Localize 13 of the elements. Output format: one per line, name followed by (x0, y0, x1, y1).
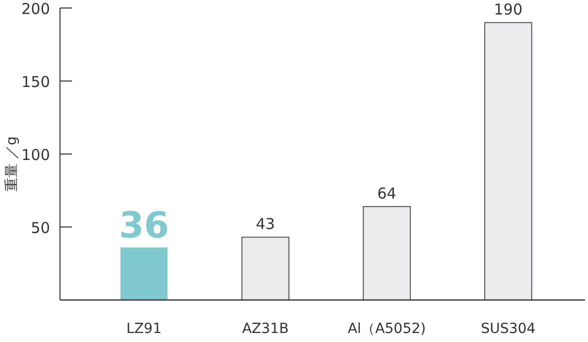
x-tick-label: Al（A5052) (348, 321, 426, 337)
data-label: 43 (256, 215, 275, 234)
y-axis-title: 重量 ／g (4, 136, 20, 192)
x-tick-label: SUS304 (480, 321, 536, 337)
x-tick-label: AZ31B (242, 321, 289, 337)
data-label: 190 (494, 0, 523, 19)
x-tick-label: LZ91 (126, 321, 162, 337)
data-label: 64 (377, 184, 396, 203)
y-tick-label: 50 (30, 219, 50, 237)
data-label: 36 (118, 205, 170, 246)
y-tick-label: 150 (21, 73, 50, 91)
y-tick-label: 100 (21, 146, 50, 164)
y-tick-label: 200 (21, 0, 50, 18)
